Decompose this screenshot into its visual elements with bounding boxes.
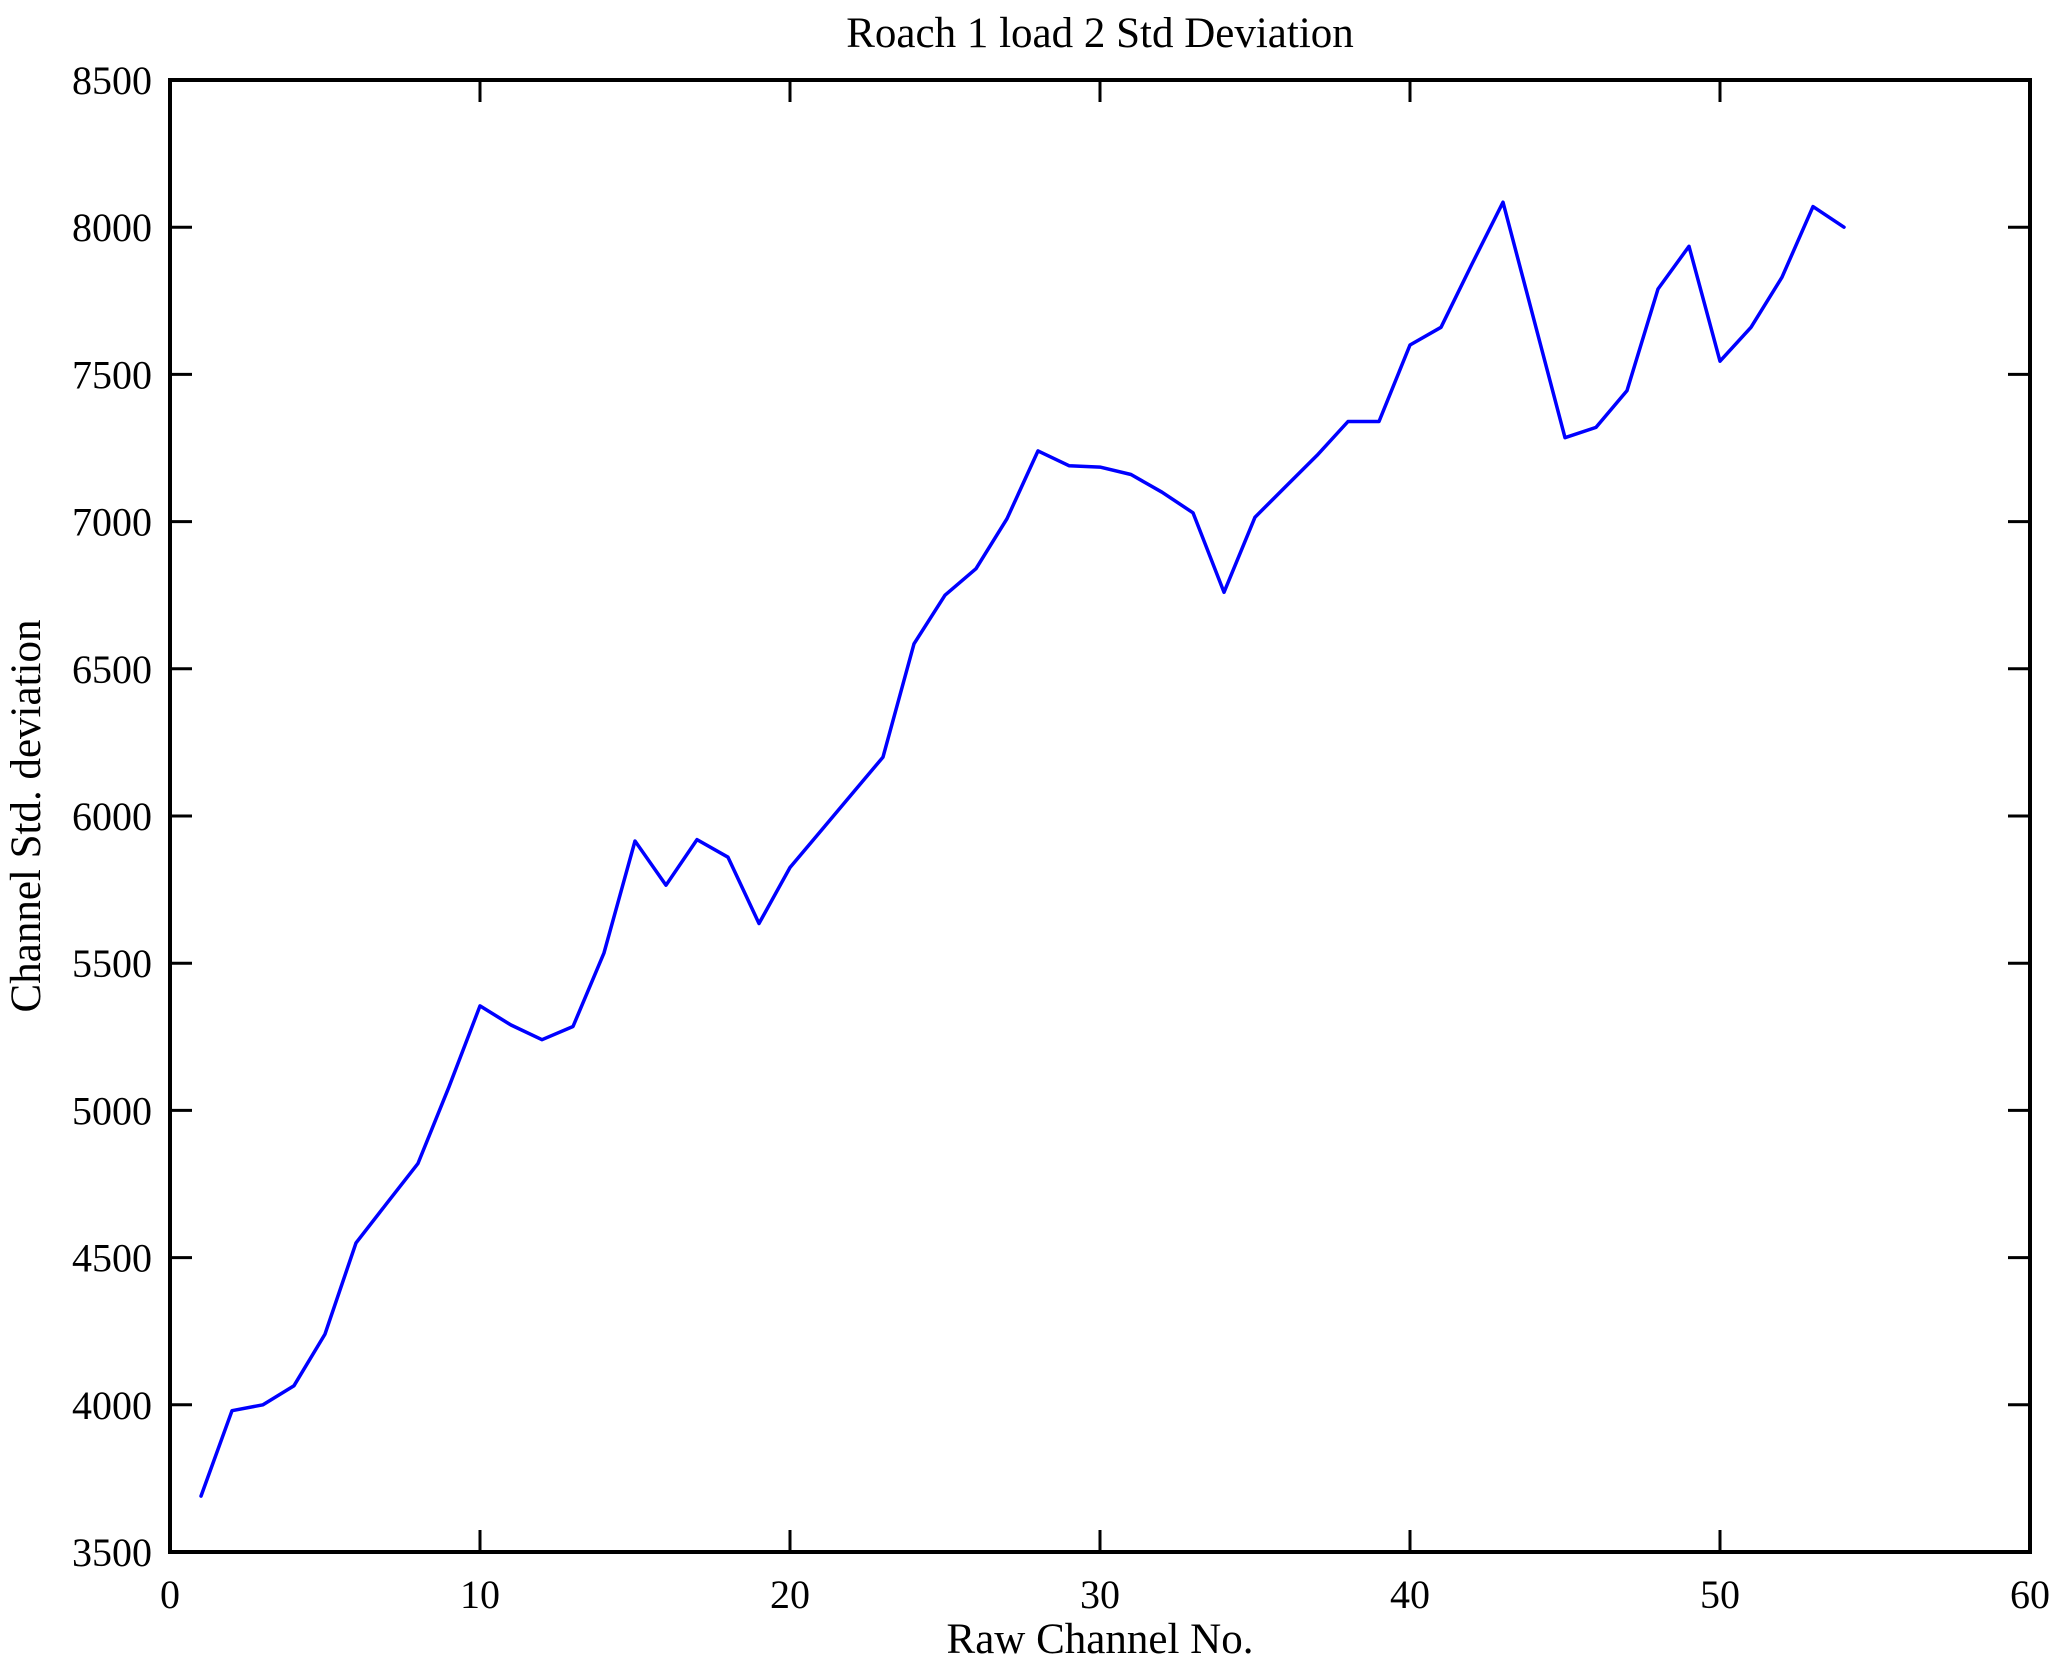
x-tick-label: 30 [1080, 1572, 1120, 1617]
plot-frame [168, 78, 2032, 1554]
y-tick-label: 8500 [72, 58, 152, 103]
y-tick-label: 4000 [72, 1383, 152, 1428]
x-tick-label: 50 [1700, 1572, 1740, 1617]
y-tick-label: 6000 [72, 794, 152, 839]
y-axis-label: Channel Std. deviation [3, 620, 50, 1013]
axis-ticks: 0 10 20 30 40 50 60 3500 4000 4500 5000 5500 6000 650… [72, 58, 2050, 1617]
x-tick-label: 40 [1390, 1572, 1430, 1617]
y-tick-label: 6500 [72, 647, 152, 692]
x-axis-label: Raw Channel No. [947, 1616, 1254, 1663]
x-tick-label: 60 [2010, 1572, 2050, 1617]
y-tick-label: 3500 [72, 1530, 152, 1575]
y-tick-label: 8000 [72, 205, 152, 250]
series-line-channel-std-deviation [199, 200, 1846, 1498]
x-tick-label: 10 [460, 1572, 500, 1617]
x-tick-label: 0 [160, 1572, 180, 1617]
x-tick-label: 20 [770, 1572, 810, 1617]
y-tick-label: 7500 [72, 352, 152, 397]
chart-title: Roach 1 load 2 Std Deviation [846, 10, 1354, 57]
data-series [199, 200, 1846, 1498]
y-tick-label: 5000 [72, 1088, 152, 1133]
y-tick-label: 7000 [72, 500, 152, 545]
y-tick-label: 4500 [72, 1236, 152, 1281]
y-tick-label: 5500 [72, 941, 152, 986]
